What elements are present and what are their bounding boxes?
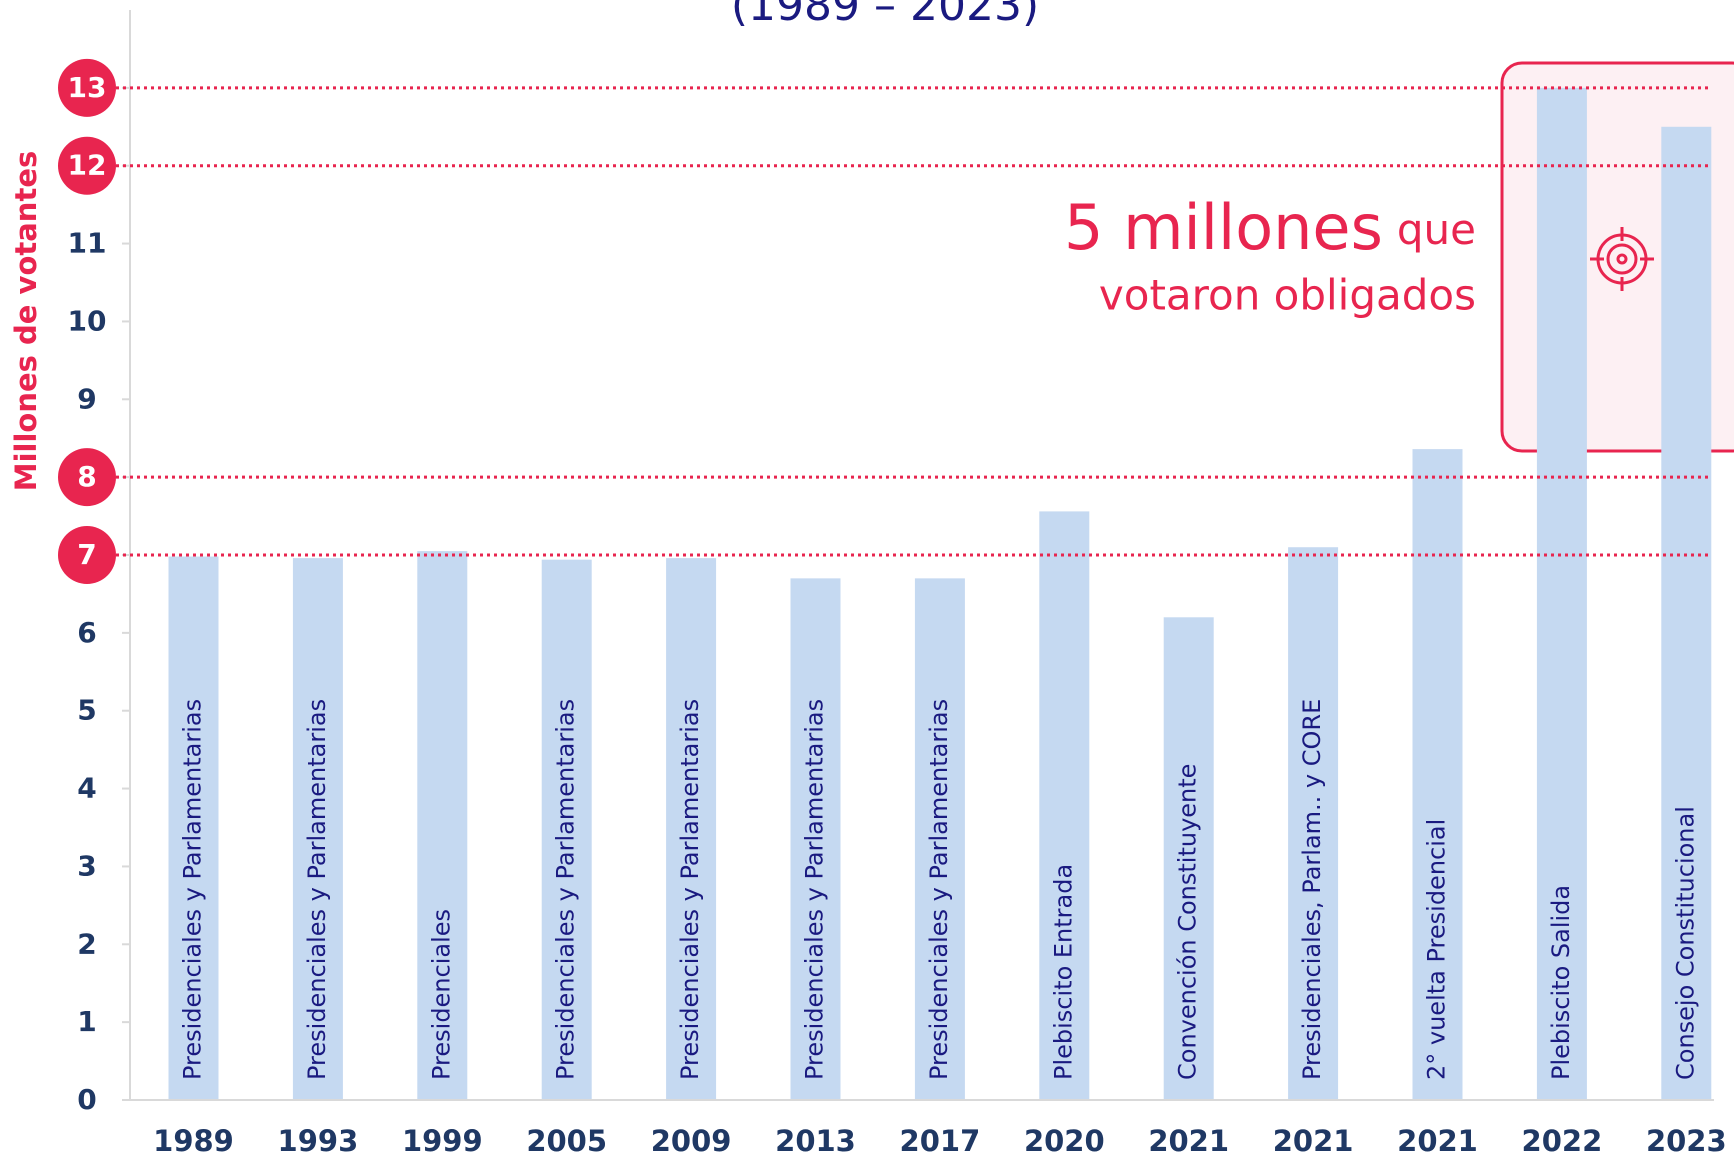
y-tick-label: 9 [77, 382, 96, 415]
y-tick-label: 8 [77, 460, 96, 493]
bar-description: Presidenciales y Parlamentarias [925, 699, 953, 1080]
y-tick-label: 3 [77, 849, 96, 882]
y-tick-label: 7 [77, 538, 96, 571]
y-tick-label: 11 [68, 227, 107, 260]
bars [168, 87, 1712, 1101]
bar [292, 558, 343, 1100]
bar-description: Presidenciales y Parlamentarias [179, 699, 207, 1080]
y-tick-label: 5 [77, 694, 96, 727]
x-tick-label: 2009 [651, 1124, 732, 1158]
y-tick-label: 1 [77, 1005, 96, 1038]
x-tick-label: 1993 [278, 1124, 359, 1158]
x-tick-label: 1989 [153, 1124, 234, 1158]
bar-description: Presidenciales y Parlamentarias [303, 699, 331, 1080]
bar [168, 556, 219, 1100]
bar [790, 578, 841, 1100]
chart-title: (1989 – 2023) [731, 0, 1039, 31]
bar [1536, 87, 1587, 1101]
x-tick-label: 2022 [1522, 1124, 1603, 1158]
x-tick-label: 2017 [900, 1124, 981, 1158]
tick-badge [58, 136, 116, 195]
annotation-text: que [1397, 205, 1476, 254]
bar-description: Presidenciales, Parlam.. y CORE [1298, 699, 1326, 1080]
tick-badge [58, 58, 116, 117]
bar [1661, 126, 1712, 1101]
bar [666, 558, 717, 1100]
x-tick-label: 2005 [526, 1124, 607, 1158]
bar [417, 551, 468, 1100]
bar-description: Presidenciales [427, 909, 455, 1080]
bar-description: Plebiscito Salida [1547, 885, 1575, 1080]
x-tick-label: 2020 [1024, 1124, 1105, 1158]
x-tick-label: 2013 [775, 1124, 856, 1158]
annotation-line-1: 5 millones que [1064, 191, 1476, 264]
x-tick-label: 2021 [1148, 1124, 1229, 1158]
bar-description: Plebiscito Entrada [1049, 864, 1077, 1080]
bar-description: Consejo Constitucional [1671, 806, 1699, 1080]
bar-description: Presidenciales y Parlamentarias [552, 699, 580, 1080]
tick-badge [58, 526, 116, 584]
bar-description: Presidenciales y Parlamentarias [676, 699, 704, 1080]
bar-description: Convención Constituyente [1174, 764, 1202, 1080]
annotation-highlight: 5 millones [1064, 191, 1383, 264]
bar-description: Presidenciales y Parlamentarias [801, 699, 829, 1080]
y-axis-label: Millones de votantes [9, 151, 43, 492]
annotation-line-2: votaron obligados [1099, 271, 1476, 320]
bar [1039, 511, 1090, 1100]
x-tick-label: 2021 [1397, 1124, 1478, 1158]
x-tick-label: 2021 [1273, 1124, 1354, 1158]
target-icon [1590, 227, 1654, 291]
tick-badge [58, 448, 116, 507]
y-tick-label: 2 [77, 927, 96, 960]
x-tick-label: 2023 [1646, 1124, 1727, 1158]
y-tick-label: 13 [68, 71, 107, 104]
y-tick-label: 4 [77, 772, 96, 805]
bar-description: 2° vuelta Presidencial [1423, 819, 1451, 1080]
bar [914, 578, 965, 1100]
y-tick-label: 10 [68, 304, 107, 337]
bar [541, 559, 592, 1100]
y-tick-label: 0 [77, 1083, 96, 1116]
bar [1288, 547, 1339, 1100]
x-tick-label: 1999 [402, 1124, 483, 1158]
y-tick-label: 12 [68, 149, 107, 182]
y-tick-label: 6 [77, 616, 96, 649]
bar [1412, 449, 1463, 1101]
bar [1163, 617, 1214, 1100]
